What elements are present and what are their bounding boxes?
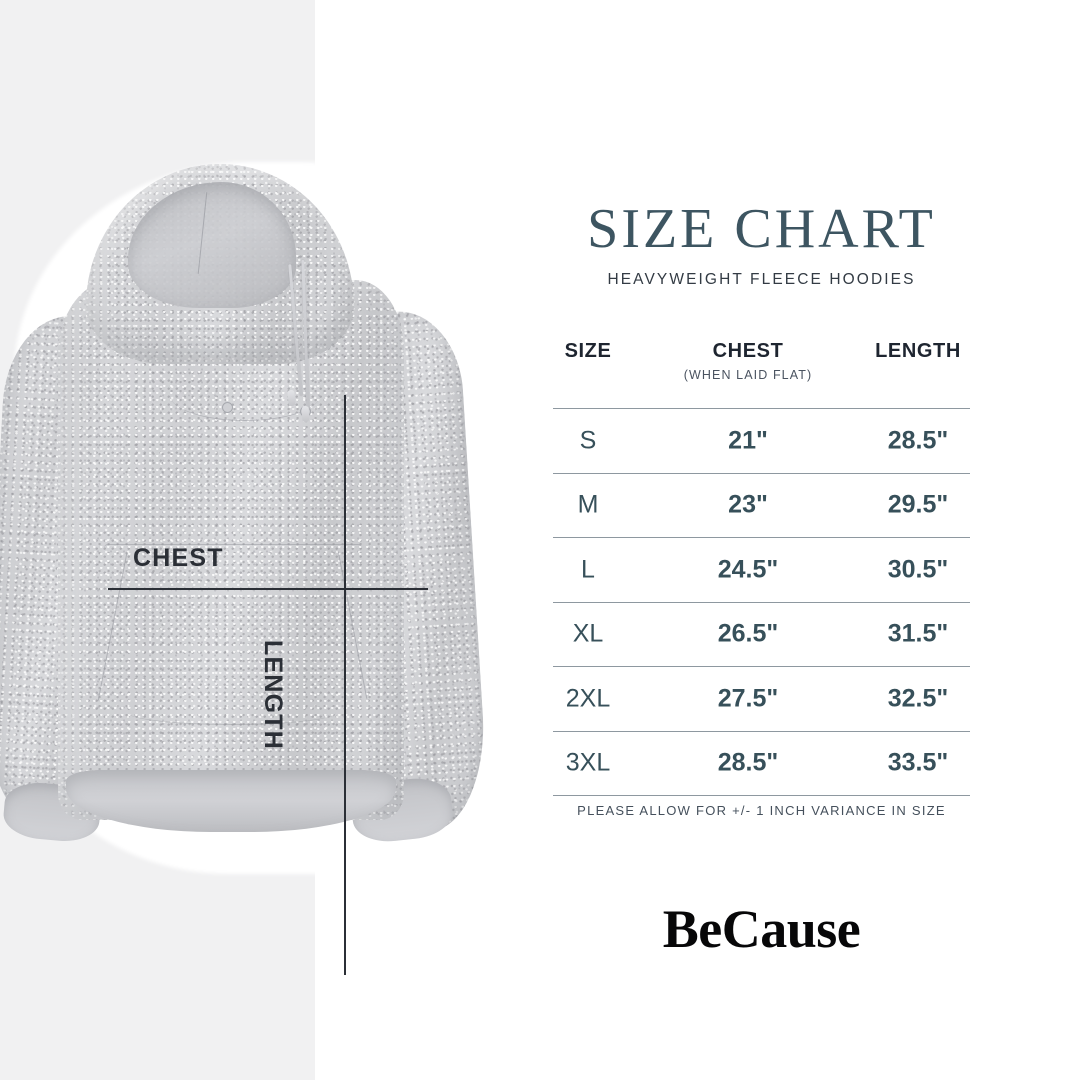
cell-length: 32.5": [887, 684, 949, 713]
column-header-chest: CHEST: [712, 340, 784, 362]
cell-length: 28.5": [887, 426, 949, 455]
table-row: XL 26.5" 31.5": [553, 601, 970, 667]
hoodie-neckline: [170, 390, 320, 421]
cell-chest: 21": [728, 426, 768, 455]
cell-size: 3XL: [565, 748, 611, 777]
table-row: L 24.5" 30.5": [553, 537, 970, 602]
hood-inner-lining: [128, 182, 296, 308]
cell-size: 2XL: [565, 684, 611, 713]
page-subtitle: HEAVYWEIGHT FLEECE HOODIES: [607, 271, 916, 288]
cell-chest: 28.5": [717, 748, 779, 777]
cell-chest: 27.5": [717, 684, 779, 713]
cell-chest: 26.5": [717, 619, 779, 648]
column-header-size: SIZE: [564, 340, 612, 362]
cell-size: L: [581, 555, 595, 584]
hoodie-body: [58, 280, 404, 820]
table-row: 2XL 27.5" 32.5": [553, 666, 970, 731]
length-measurement-line: [344, 395, 346, 975]
pocket-bottom-seam: [128, 700, 336, 725]
table-row: S 21" 28.5": [553, 408, 970, 473]
table-header-row: SIZE CHEST (WHEN LAID FLAT) LENGTH: [553, 340, 970, 408]
cell-length: 31.5": [887, 619, 949, 648]
product-image-stage: CHEST LENGTH: [0, 140, 540, 975]
drawstring-eyelet-left: [222, 402, 233, 413]
page-title: SIZE CHART: [587, 198, 936, 260]
size-table: SIZE CHEST (WHEN LAID FLAT) LENGTH S 21"…: [553, 340, 970, 796]
cell-size: S: [579, 426, 597, 455]
hoodie-illustration: [0, 140, 540, 900]
cell-size: M: [577, 490, 599, 519]
hoodie-hem-ribbing: [66, 770, 396, 832]
hoodie-kangaroo-pocket: [104, 544, 362, 733]
length-measurement-label: LENGTH: [259, 640, 287, 750]
chest-measurement-label: CHEST: [133, 544, 224, 572]
brand-logo: BeCause: [662, 899, 861, 959]
table-row: 3XL 28.5" 33.5": [553, 730, 970, 796]
cell-length: 33.5": [887, 748, 949, 777]
cell-length: 29.5": [887, 490, 949, 519]
drawstring-aglet-right: [301, 405, 310, 423]
cell-chest: 24.5": [717, 555, 779, 584]
cell-chest: 23": [728, 490, 768, 519]
cell-length: 30.5": [887, 555, 949, 584]
chest-measurement-line: [108, 588, 428, 590]
table-row: M 23" 29.5": [553, 472, 970, 538]
variance-note: PLEASE ALLOW FOR +/- 1 INCH VARIANCE IN …: [577, 803, 946, 818]
column-header-length: LENGTH: [875, 340, 961, 362]
column-header-chest-subtitle: (WHEN LAID FLAT): [683, 368, 813, 382]
cell-size: XL: [572, 619, 604, 648]
